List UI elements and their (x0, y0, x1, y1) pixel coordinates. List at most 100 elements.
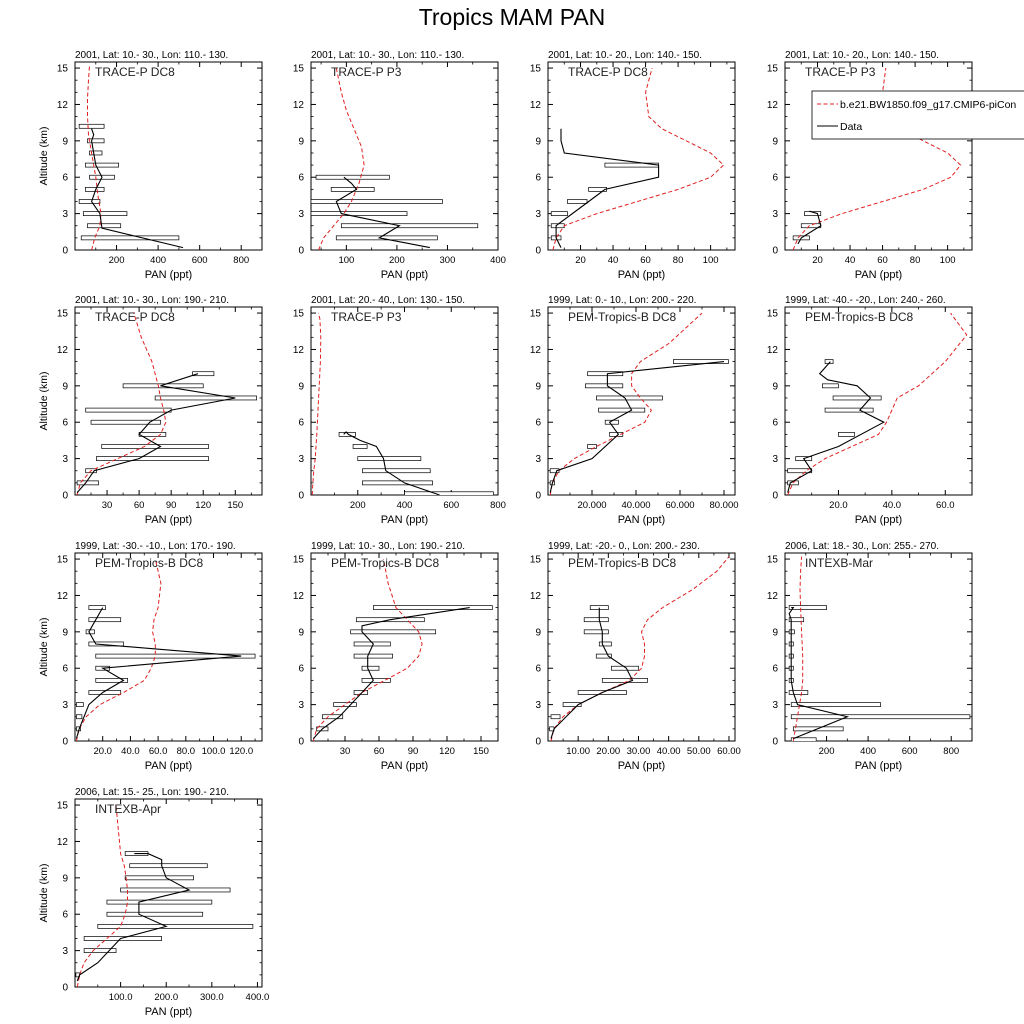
panel-subtitle: 2001, Lat: 20.- 40., Lon: 130.- 150. (311, 295, 465, 306)
x-tick-label: 20.00 (596, 746, 620, 757)
panel-subtitle: 1999, Lat: -20.- 0., Lon: 200.- 230. (548, 541, 700, 552)
std-bar (76, 714, 83, 720)
x-tick-label: 100 (703, 255, 719, 266)
y-tick-label: 15 (293, 555, 305, 566)
x-tick-label: 400.0 (246, 992, 270, 1003)
panel-13: 2006, Lat: 15.- 25., Lon: 190.- 210. 0 3 6 9… (38, 787, 269, 1018)
plot-frame (310, 552, 499, 742)
x-tick-label: 150 (473, 746, 489, 757)
y-tick-label: 0 (772, 246, 778, 257)
plot-frame (547, 61, 736, 251)
model-line (76, 805, 128, 987)
std-bar (333, 702, 357, 707)
x-tick-label: 80 (673, 255, 684, 266)
x-axis-label: PAN (ppt) (145, 514, 192, 526)
panel-1: 2001, Lat: 10.- 30., Lon: 110.- 130. 0 3 6 9… (38, 50, 263, 281)
y-tick-label: 12 (57, 837, 69, 848)
std-bar (311, 211, 408, 216)
campaign-label: PEM-Tropics-B DC8 (331, 556, 440, 570)
x-tick-label: 60 (877, 255, 888, 266)
data-line (549, 361, 725, 493)
plot-frame (74, 798, 263, 988)
plot-frame (74, 306, 263, 496)
y-tick-label: 15 (767, 64, 779, 75)
y-axis-label: Altitude (km) (38, 127, 50, 186)
x-tick-label: 200 (109, 255, 125, 266)
std-bar (87, 138, 105, 144)
std-bar (598, 641, 612, 647)
x-axis-label: PAN (ppt) (145, 1006, 192, 1018)
x-tick-label: 200 (389, 255, 405, 266)
std-bar (372, 605, 493, 610)
data-line (90, 128, 184, 249)
std-bar (106, 911, 204, 917)
data-line (343, 431, 440, 495)
std-bar (87, 223, 122, 229)
y-tick-label: 0 (298, 246, 304, 257)
model-line (87, 65, 102, 250)
data-line (312, 607, 470, 739)
x-tick-label: 20 (812, 255, 823, 266)
y-tick-label: 3 (62, 209, 68, 220)
x-tick-label: 40.000 (621, 500, 650, 511)
y-tick-label: 15 (57, 801, 69, 812)
y-tick-label: 15 (767, 555, 779, 566)
x-tick-label: 90 (166, 500, 177, 511)
legend-data-label: Data (840, 121, 862, 133)
x-axis-label: PAN (ppt) (381, 760, 428, 772)
x-tick-label: 60.000 (665, 500, 694, 511)
y-tick-label: 9 (772, 627, 778, 638)
y-tick-label: 12 (57, 345, 69, 356)
std-bar (550, 714, 561, 720)
x-tick-label: 300.0 (200, 992, 224, 1003)
y-tick-label: 9 (62, 381, 68, 392)
y-tick-label: 9 (535, 136, 541, 147)
plot-area (312, 559, 493, 741)
std-bar (567, 199, 588, 204)
x-axis-label: PAN (ppt) (145, 269, 192, 281)
x-tick-label: 800 (233, 255, 249, 266)
y-tick-label: 9 (298, 381, 304, 392)
y-tick-label: 9 (298, 136, 304, 147)
y-tick-label: 6 (772, 173, 778, 184)
x-tick-label: 60 (374, 746, 385, 757)
model-line (549, 312, 703, 495)
plot-frame (310, 306, 499, 496)
y-tick-label: 0 (62, 246, 68, 257)
std-bar (824, 407, 874, 413)
std-bar (138, 432, 167, 437)
std-bar (838, 432, 855, 437)
panel-5: 2001, Lat: 10.- 30., Lon: 190.- 210. 0 3 6 9… (38, 295, 263, 526)
y-tick-label: 0 (298, 491, 304, 502)
std-bar (76, 480, 99, 486)
data-line (550, 607, 634, 739)
std-bar (604, 419, 619, 425)
panel-subtitle: 2001, Lat: 10.- 30., Lon: 110.- 130. (75, 50, 228, 61)
x-tick-label: 400 (860, 746, 876, 757)
std-bar (80, 235, 180, 241)
std-bar (78, 199, 101, 204)
std-bar (89, 150, 103, 156)
std-bar (790, 714, 971, 720)
campaign-label: TRACE-P P3 (331, 310, 402, 324)
y-tick-label: 15 (530, 555, 542, 566)
x-tick-label: 800 (490, 500, 506, 511)
std-bar (76, 702, 84, 707)
campaign-label: PEM-Tropics-B DC8 (95, 556, 204, 570)
y-tick-label: 0 (772, 737, 778, 748)
y-tick-label: 6 (62, 418, 68, 429)
model-line (552, 67, 725, 250)
std-bar (85, 407, 172, 413)
y-tick-label: 3 (62, 700, 68, 711)
x-axis-label: PAN (ppt) (855, 760, 902, 772)
plot-area (550, 67, 725, 250)
plot-area (788, 556, 971, 741)
std-bar (78, 123, 105, 129)
model-line (550, 556, 730, 741)
std-bar (315, 174, 390, 180)
plot-area (311, 312, 494, 495)
x-tick-label: 400 (397, 500, 413, 511)
std-bar (550, 211, 568, 216)
y-tick-label: 0 (62, 983, 68, 994)
data-line (555, 128, 660, 248)
